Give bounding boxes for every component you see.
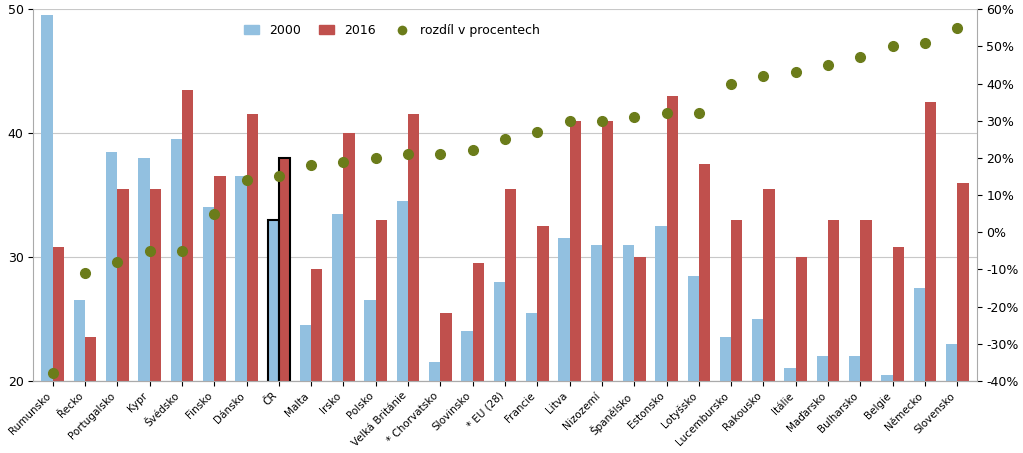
Bar xyxy=(461,331,473,453)
Bar xyxy=(235,176,247,453)
Bar xyxy=(74,300,85,453)
Bar xyxy=(311,270,322,453)
Bar xyxy=(914,288,925,453)
Bar xyxy=(656,226,667,453)
Bar xyxy=(408,115,419,453)
Bar xyxy=(785,368,796,453)
Bar xyxy=(441,313,452,453)
Bar xyxy=(429,362,441,453)
Bar xyxy=(182,90,193,453)
Bar xyxy=(85,337,96,453)
Bar xyxy=(300,325,311,453)
Bar xyxy=(214,176,225,453)
Bar xyxy=(171,139,182,453)
Bar xyxy=(106,152,118,453)
Bar xyxy=(526,313,537,453)
Bar xyxy=(279,158,291,453)
Bar xyxy=(473,263,484,453)
Bar xyxy=(494,282,505,453)
Bar xyxy=(849,356,860,453)
Bar xyxy=(590,245,602,453)
Bar xyxy=(53,247,64,453)
Bar xyxy=(344,133,355,453)
Bar xyxy=(279,158,291,453)
Bar xyxy=(505,189,517,453)
Bar xyxy=(247,115,258,453)
Bar xyxy=(268,220,279,453)
Bar xyxy=(816,356,828,453)
Bar xyxy=(763,189,774,453)
Bar xyxy=(332,214,344,453)
Bar xyxy=(559,238,570,453)
Bar xyxy=(828,220,840,453)
Bar xyxy=(667,96,678,453)
Legend: 2000, 2016, rozdíl v procentech: 2000, 2016, rozdíl v procentech xyxy=(239,19,545,42)
Bar xyxy=(375,220,387,453)
Bar xyxy=(397,201,408,453)
Bar xyxy=(946,344,958,453)
Bar xyxy=(364,300,375,453)
Bar xyxy=(41,15,53,453)
Bar xyxy=(623,245,634,453)
Bar xyxy=(687,275,699,453)
Bar xyxy=(149,189,161,453)
Bar xyxy=(537,226,548,453)
Bar xyxy=(882,375,893,453)
Bar xyxy=(118,189,129,453)
Bar xyxy=(268,220,279,453)
Bar xyxy=(796,257,807,453)
Bar xyxy=(731,220,743,453)
Bar xyxy=(570,120,581,453)
Bar xyxy=(893,247,904,453)
Bar xyxy=(860,220,872,453)
Bar xyxy=(203,207,214,453)
Bar xyxy=(925,102,936,453)
Bar xyxy=(699,164,710,453)
Bar xyxy=(138,158,149,453)
Bar xyxy=(958,183,969,453)
Bar xyxy=(752,319,763,453)
Bar xyxy=(634,257,646,453)
Bar xyxy=(720,337,731,453)
Bar xyxy=(602,120,613,453)
